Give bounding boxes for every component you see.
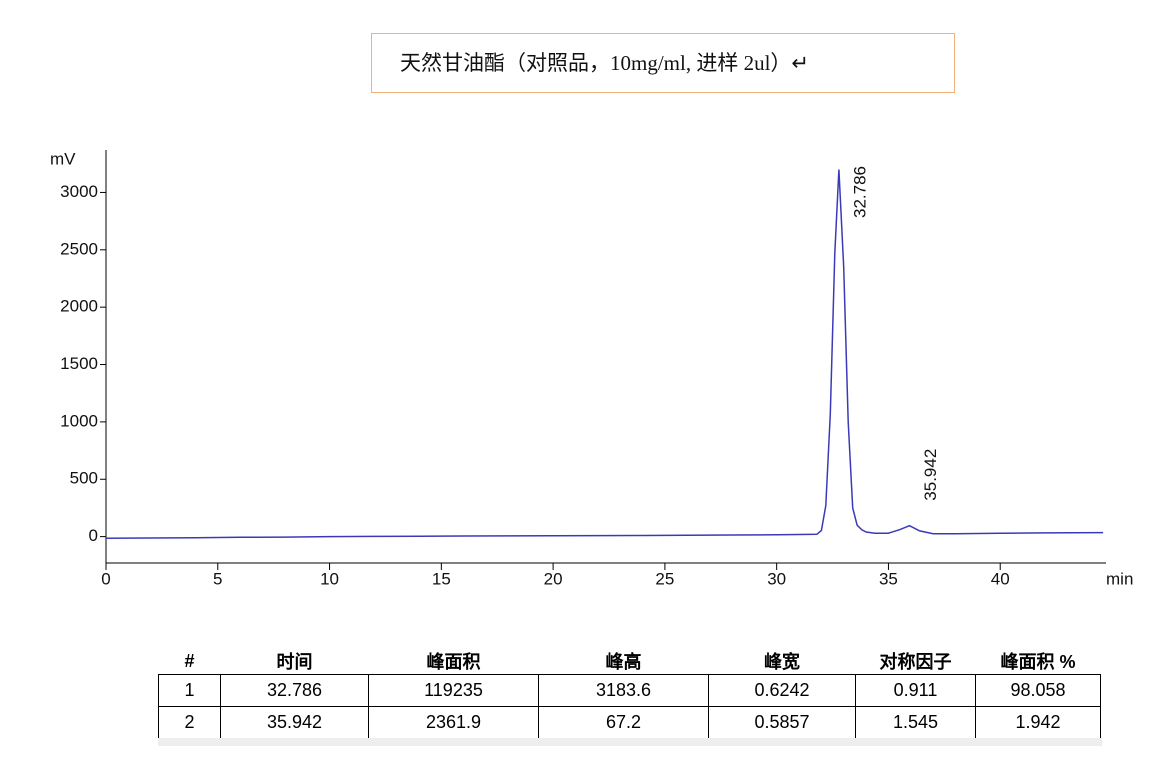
y-tick-label: 500 bbox=[70, 469, 98, 488]
x-tick-label: 40 bbox=[991, 569, 1010, 588]
table-cell: 2361.9 bbox=[368, 706, 539, 739]
y-tick-label: 2000 bbox=[60, 297, 98, 316]
x-tick-label: 0 bbox=[101, 569, 110, 588]
table-cell: 0.6242 bbox=[708, 674, 856, 707]
table-row: 2 35.942 2361.9 67.2 0.5857 1.545 1.942 bbox=[158, 706, 1101, 739]
x-tick-label: 5 bbox=[213, 569, 222, 588]
table-header: # 时间 峰面积 峰高 峰宽 对称因子 峰面积 % bbox=[159, 648, 1101, 675]
table-cell: 1.545 bbox=[855, 706, 976, 739]
table-cell: 0.5857 bbox=[708, 706, 856, 739]
column-header: 对称因子 bbox=[879, 652, 952, 672]
x-tick-label: 15 bbox=[432, 569, 451, 588]
y-tick-label: 2500 bbox=[60, 239, 98, 258]
trace bbox=[105, 169, 1104, 540]
x-tick-label: 10 bbox=[320, 569, 339, 588]
x-tick-label: 35 bbox=[879, 569, 898, 588]
chart-title: 天然甘油酯（对照品，10mg/ml, 进样 2ul）↵ bbox=[371, 33, 955, 93]
peak-table: # 时间 峰面积 峰高 峰宽 对称因子 峰面积 % 1 32.786 119235 3183.6 0… bbox=[158, 648, 1101, 739]
y-axis-label: mV bbox=[50, 149, 76, 168]
table-footer-strip bbox=[158, 738, 1102, 746]
chart: mV min 0 500 1000 1500 2000 2500 3000 0 5 10 15 20 25 3… bbox=[50, 149, 1133, 588]
x-axis-label: min bbox=[1106, 569, 1133, 588]
column-header: 峰面积 % bbox=[1000, 652, 1076, 672]
table-cell: 1.942 bbox=[975, 706, 1101, 739]
x-tick-label: 20 bbox=[544, 569, 563, 588]
table-cell: 2 bbox=[158, 706, 221, 739]
y-tick-label: 0 bbox=[89, 526, 98, 545]
peak-label: 32.786 bbox=[850, 166, 869, 218]
table-body: 1 32.786 119235 3183.6 0.6242 0.911 98.058 2 35.… bbox=[158, 674, 1101, 739]
table-cell: 98.058 bbox=[975, 674, 1101, 707]
y-tick-label: 1000 bbox=[60, 411, 98, 430]
column-header: 时间 bbox=[276, 652, 313, 672]
y-tick-label: 1500 bbox=[60, 354, 98, 373]
table-cell: 0.911 bbox=[855, 674, 976, 707]
column-header: 峰宽 bbox=[764, 652, 800, 672]
column-header: # bbox=[184, 650, 195, 671]
column-header: 峰面积 bbox=[426, 652, 481, 672]
column-header: 峰高 bbox=[605, 652, 642, 672]
x-tick-label: 30 bbox=[767, 569, 786, 588]
table-cell: 67.2 bbox=[538, 706, 709, 739]
x-tick-label: 25 bbox=[655, 569, 674, 588]
table-cell: 3183.6 bbox=[538, 674, 709, 707]
table-cell: 119235 bbox=[368, 674, 539, 707]
peak-label: 35.942 bbox=[921, 449, 940, 501]
y-tick-label: 3000 bbox=[60, 182, 98, 201]
table-row: 1 32.786 119235 3183.6 0.6242 0.911 98.058 bbox=[158, 674, 1101, 707]
table-cell: 32.786 bbox=[220, 674, 369, 707]
table-cell: 35.942 bbox=[220, 706, 369, 739]
table-cell: 1 bbox=[158, 674, 221, 707]
